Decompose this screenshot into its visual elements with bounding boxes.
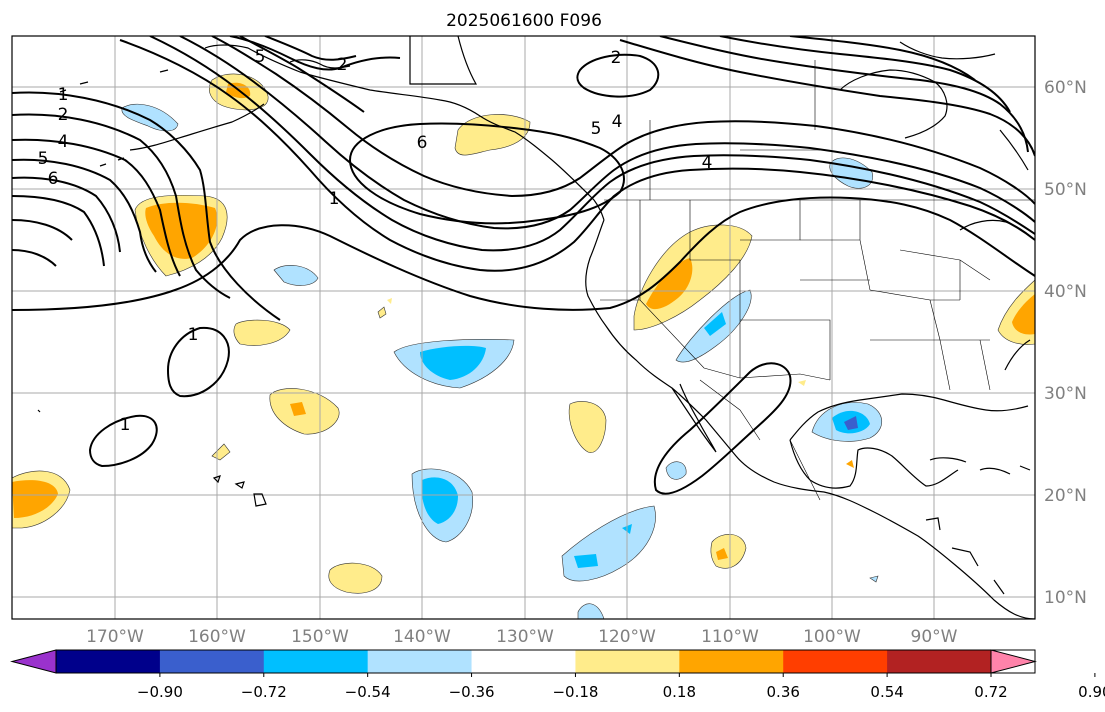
contour-labels: 1 2 4 5 6 5 2 6 1 5 4 2 4 1 1 bbox=[38, 47, 713, 435]
lat-label: 60°N bbox=[1044, 78, 1087, 98]
lat-label: 10°N bbox=[1044, 588, 1087, 608]
contour-label: 2 bbox=[337, 55, 348, 75]
colorbar-segment bbox=[575, 650, 680, 673]
colorbar-tick-label: 0.72 bbox=[974, 683, 1007, 701]
colorbar-tick-label: 0.90 bbox=[1078, 683, 1105, 701]
lon-label: 120°W bbox=[598, 627, 656, 647]
graticule bbox=[12, 36, 1035, 619]
negative-anomaly-westpac bbox=[121, 103, 179, 132]
lat-label: 40°N bbox=[1044, 282, 1087, 302]
contour-label: 6 bbox=[417, 133, 428, 153]
contour-label: 5 bbox=[38, 149, 49, 169]
colorbar-extend-high bbox=[990, 649, 1037, 674]
lon-label: 140°W bbox=[393, 627, 451, 647]
colorbar-tick-label: −0.90 bbox=[137, 683, 183, 701]
colorbar-tick-label: 0.54 bbox=[870, 683, 903, 701]
map-panel: 1 2 4 5 6 5 2 6 1 5 4 2 4 1 1 bbox=[11, 35, 1036, 620]
colorbar-segment bbox=[159, 650, 265, 673]
contour-label: 2 bbox=[611, 48, 622, 68]
colorbar-tick-label: −0.36 bbox=[449, 683, 495, 701]
figure-title: 2025061600 F096 bbox=[446, 11, 602, 31]
contour-label: 5 bbox=[255, 47, 266, 67]
colorbar-frame bbox=[55, 649, 1036, 674]
contour-label: 1 bbox=[329, 189, 340, 209]
lon-label: 110°W bbox=[701, 627, 759, 647]
lon-label: 90°W bbox=[911, 627, 958, 647]
colorbar-segment bbox=[367, 650, 473, 673]
contour-label: 5 bbox=[591, 119, 602, 139]
colorbar-tick-label: −0.72 bbox=[241, 683, 287, 701]
colorbar-segment bbox=[471, 650, 576, 673]
lon-label: 160°W bbox=[188, 627, 246, 647]
colorbar-segment bbox=[887, 650, 992, 673]
lat-label: 20°N bbox=[1044, 486, 1087, 506]
contour-label: 4 bbox=[612, 112, 623, 132]
map-frame bbox=[11, 35, 1036, 620]
latitude-labels: 60°N 50°N 40°N 30°N 20°N 10°N bbox=[1044, 78, 1087, 608]
longitude-labels: 170°W 160°W 150°W 140°W 130°W 120°W 110°… bbox=[86, 627, 958, 647]
lon-label: 150°W bbox=[291, 627, 349, 647]
lat-label: 30°N bbox=[1044, 384, 1087, 404]
contour-label: 1 bbox=[58, 85, 69, 105]
lat-label: 50°N bbox=[1044, 180, 1087, 200]
colorbar-tick-label: 0.18 bbox=[663, 683, 696, 701]
contour-label: 4 bbox=[702, 153, 713, 173]
colorbar-segment bbox=[679, 650, 784, 673]
contour-label: 1 bbox=[188, 325, 199, 345]
colorbar: −0.90 −0.72 −0.54 −0.36 −0.18 0.18 0.36 0.54 0.7… bbox=[10, 649, 1105, 701]
contour-label: 1 bbox=[120, 415, 131, 435]
contour-label: 6 bbox=[48, 169, 59, 189]
colorbar-tick-label: −0.18 bbox=[552, 683, 598, 701]
contour-label: 2 bbox=[58, 105, 69, 125]
colorbar-tick-label: 0.36 bbox=[767, 683, 800, 701]
colorbar-tick-label: −0.54 bbox=[345, 683, 391, 701]
lon-label: 100°W bbox=[803, 627, 861, 647]
colorbar-segment bbox=[263, 650, 369, 673]
colorbar-extend-low bbox=[10, 649, 57, 674]
colorbar-segment bbox=[56, 650, 161, 673]
lon-label: 170°W bbox=[86, 627, 144, 647]
colorbar-segment bbox=[783, 650, 888, 673]
anomaly-fills bbox=[12, 73, 1035, 619]
height-contours bbox=[12, 36, 1035, 495]
lon-label: 130°W bbox=[496, 627, 554, 647]
contour-label: 4 bbox=[58, 132, 69, 152]
